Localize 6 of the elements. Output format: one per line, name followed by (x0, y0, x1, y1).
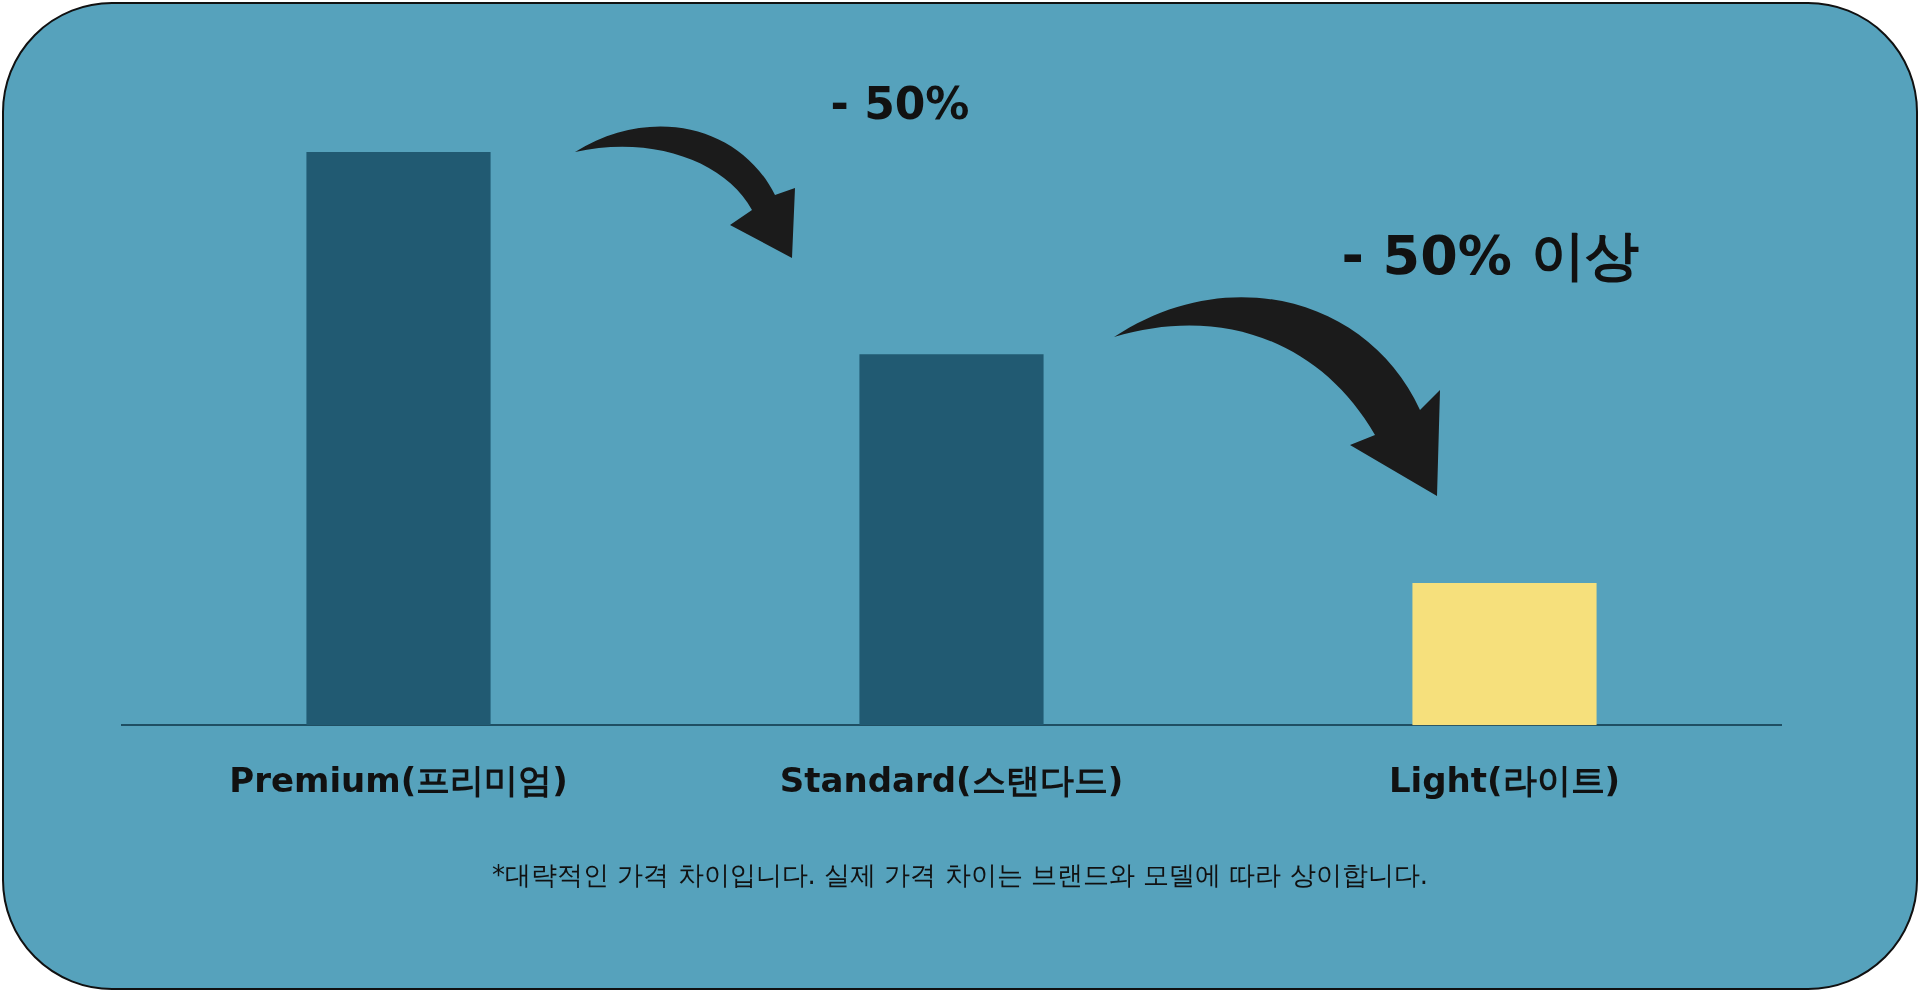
x-tick-label: Standard(스탠다드) (779, 760, 1124, 801)
text: *대략적인 가격 차이입니다. 실제 가격 차이는 브랜드와 모델에 따라 상이합니다. (492, 859, 1428, 890)
annotation: - 50% 이상 (1341, 224, 1639, 288)
x-tick-label: Premium(프리미엄) (229, 760, 568, 801)
text: - 50% (830, 78, 970, 130)
x-tick-label: Light(라이트) (1388, 760, 1621, 801)
